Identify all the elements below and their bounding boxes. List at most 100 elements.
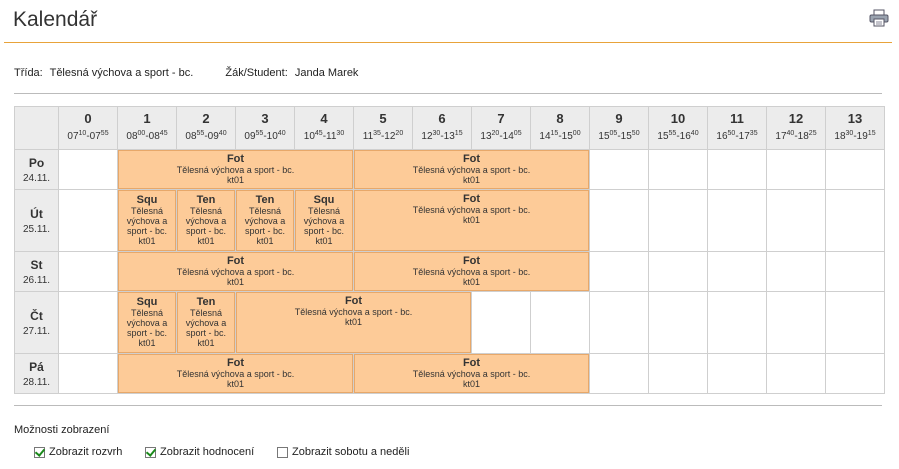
lesson-name: Tělesná výchova a sport - bc. — [412, 165, 531, 175]
period-time-end-m: 50 — [631, 130, 640, 137]
title-divider — [4, 42, 892, 43]
schedule-slot — [58, 353, 118, 394]
period-time: 1415-1500 — [539, 130, 581, 142]
lesson-block[interactable]: Fot Tělesná výchova a sport - bc. kt01 — [118, 150, 353, 189]
period-time: 1320-1405 — [480, 130, 522, 142]
period-number: 11 — [730, 111, 744, 126]
period-time-start-h: 11 — [362, 131, 374, 142]
lesson-block[interactable]: Ten Tělesná výchova a sport - bc. kt01 — [177, 190, 235, 251]
period-time-start-m: 40 — [786, 130, 795, 137]
lesson-name: Tělesná výchova a sport - bc. — [303, 206, 345, 236]
lesson-block[interactable]: Ten Tělesná výchova a sport - bc. kt01 — [177, 292, 235, 353]
show-grades-checkbox[interactable] — [145, 446, 156, 458]
period-time-end-h: 09 — [207, 131, 219, 142]
period-number: 6 — [438, 111, 446, 126]
lesson-name: Tělesná výchova a sport - bc. — [412, 267, 531, 277]
period-header: 1 0800-0845 — [117, 106, 177, 150]
day-name: Čt — [30, 309, 43, 323]
period-time-start-h: 14 — [539, 131, 551, 142]
period-time: 1045-1130 — [303, 130, 345, 142]
lesson-room: kt01 — [256, 236, 274, 246]
schedule-slot — [766, 251, 826, 292]
lesson-block[interactable]: Fot Tělesná výchova a sport - bc. kt01 — [118, 354, 353, 393]
day-name: Po — [28, 156, 45, 170]
lesson-abbr: Fot — [462, 193, 481, 205]
lesson-name: Tělesná výchova a sport - bc. — [294, 307, 413, 317]
period-time: 1830-1915 — [834, 130, 876, 142]
period-number: 9 — [615, 111, 623, 126]
period-time-start-h: 12 — [421, 131, 433, 142]
schedule-slot — [648, 149, 708, 190]
period-number: 4 — [320, 111, 328, 126]
schedule-slot — [648, 251, 708, 292]
period-time-start-m: 05 — [609, 130, 618, 137]
display-options-title: Možnosti zobrazení — [14, 424, 110, 436]
schedule-slot — [589, 291, 649, 354]
print-icon[interactable] — [869, 9, 889, 27]
show-weekend-checkbox[interactable] — [277, 446, 288, 458]
schedule-slot — [825, 353, 885, 394]
period-time: 1650-1735 — [716, 130, 758, 142]
lesson-room: kt01 — [462, 277, 480, 287]
lesson-block[interactable]: Ten Tělesná výchova a sport - bc. kt01 — [236, 190, 294, 251]
period-number: 2 — [202, 111, 210, 126]
lesson-room: kt01 — [197, 236, 215, 246]
schedule-slot — [58, 291, 118, 354]
show-weekend-option[interactable]: Zobrazit sobotu a neděli — [277, 446, 409, 458]
show-schedule-option[interactable]: Zobrazit rozvrh — [34, 446, 122, 458]
schedule-slot — [58, 251, 118, 292]
lesson-room: kt01 — [315, 236, 333, 246]
grid-corner — [14, 106, 59, 150]
schedule-slot — [707, 251, 767, 292]
lesson-room: kt01 — [226, 379, 244, 389]
lesson-room: kt01 — [138, 236, 156, 246]
schedule-slot — [766, 353, 826, 394]
period-time: 1505-1550 — [598, 130, 640, 142]
period-time-start-h: 09 — [244, 131, 256, 142]
period-time-end-m: 05 — [513, 130, 522, 137]
period-time: 1740-1825 — [775, 130, 817, 142]
day-name: St — [30, 258, 43, 272]
lesson-abbr: Squ — [136, 296, 158, 308]
lesson-name: Tělesná výchova a sport - bc. — [176, 369, 295, 379]
period-time-start-h: 08 — [126, 131, 138, 142]
period-time: 0955-1040 — [244, 130, 286, 142]
schedule-slot — [471, 291, 531, 354]
lesson-block[interactable]: Fot Tělesná výchova a sport - bc. kt01 — [118, 252, 353, 291]
period-header: 10 1555-1640 — [648, 106, 708, 150]
period-time-start-m: 55 — [668, 130, 677, 137]
period-time-start-m: 00 — [137, 130, 146, 137]
period-time: 0710-0755 — [67, 130, 109, 142]
schedule-slot — [825, 291, 885, 354]
lesson-block[interactable]: Fot Tělesná výchova a sport - bc. kt01 — [354, 252, 589, 291]
day-date: 26.11. — [22, 275, 51, 286]
lesson-block[interactable]: Fot Tělesná výchova a sport - bc. kt01 — [354, 150, 589, 189]
period-time-end-h: 15 — [561, 131, 573, 142]
schedule-slot — [825, 251, 885, 292]
show-grades-option[interactable]: Zobrazit hodnocení — [145, 446, 254, 458]
schedule-slot — [648, 353, 708, 394]
period-time-end-h: 13 — [443, 131, 455, 142]
lesson-block[interactable]: Fot Tělesná výchova a sport - bc. kt01 — [354, 354, 589, 393]
period-time-end-h: 15 — [620, 131, 632, 142]
schedule-slot — [530, 291, 590, 354]
lesson-block[interactable]: Squ Tělesná výchova a sport - bc. kt01 — [295, 190, 353, 251]
lesson-block[interactable]: Squ Tělesná výchova a sport - bc. kt01 — [118, 190, 176, 251]
period-time-end-m: 45 — [159, 130, 168, 137]
period-number: 1 — [143, 111, 151, 126]
period-time-start-h: 10 — [303, 131, 315, 142]
schedule-slot — [707, 189, 767, 252]
show-schedule-checkbox[interactable] — [34, 446, 45, 458]
lesson-block[interactable]: Squ Tělesná výchova a sport - bc. kt01 — [118, 292, 176, 353]
day-date: 28.11. — [22, 377, 51, 388]
student-label: Žák/Student: — [225, 67, 288, 79]
lesson-name: Tělesná výchova a sport - bc. — [244, 206, 286, 236]
lesson-block[interactable]: Fot Tělesná výchova a sport - bc. kt01 — [354, 190, 589, 251]
lesson-name: Tělesná výchova a sport - bc. — [185, 308, 227, 338]
schedule-slot — [825, 189, 885, 252]
schedule-slot — [766, 291, 826, 354]
student-info: Třída: Tělesná výchova a sport - bc. Žák… — [14, 67, 362, 79]
period-time-start-m: 30 — [432, 130, 441, 137]
period-time-start-h: 08 — [185, 131, 197, 142]
lesson-block[interactable]: Fot Tělesná výchova a sport - bc. kt01 — [236, 292, 471, 353]
